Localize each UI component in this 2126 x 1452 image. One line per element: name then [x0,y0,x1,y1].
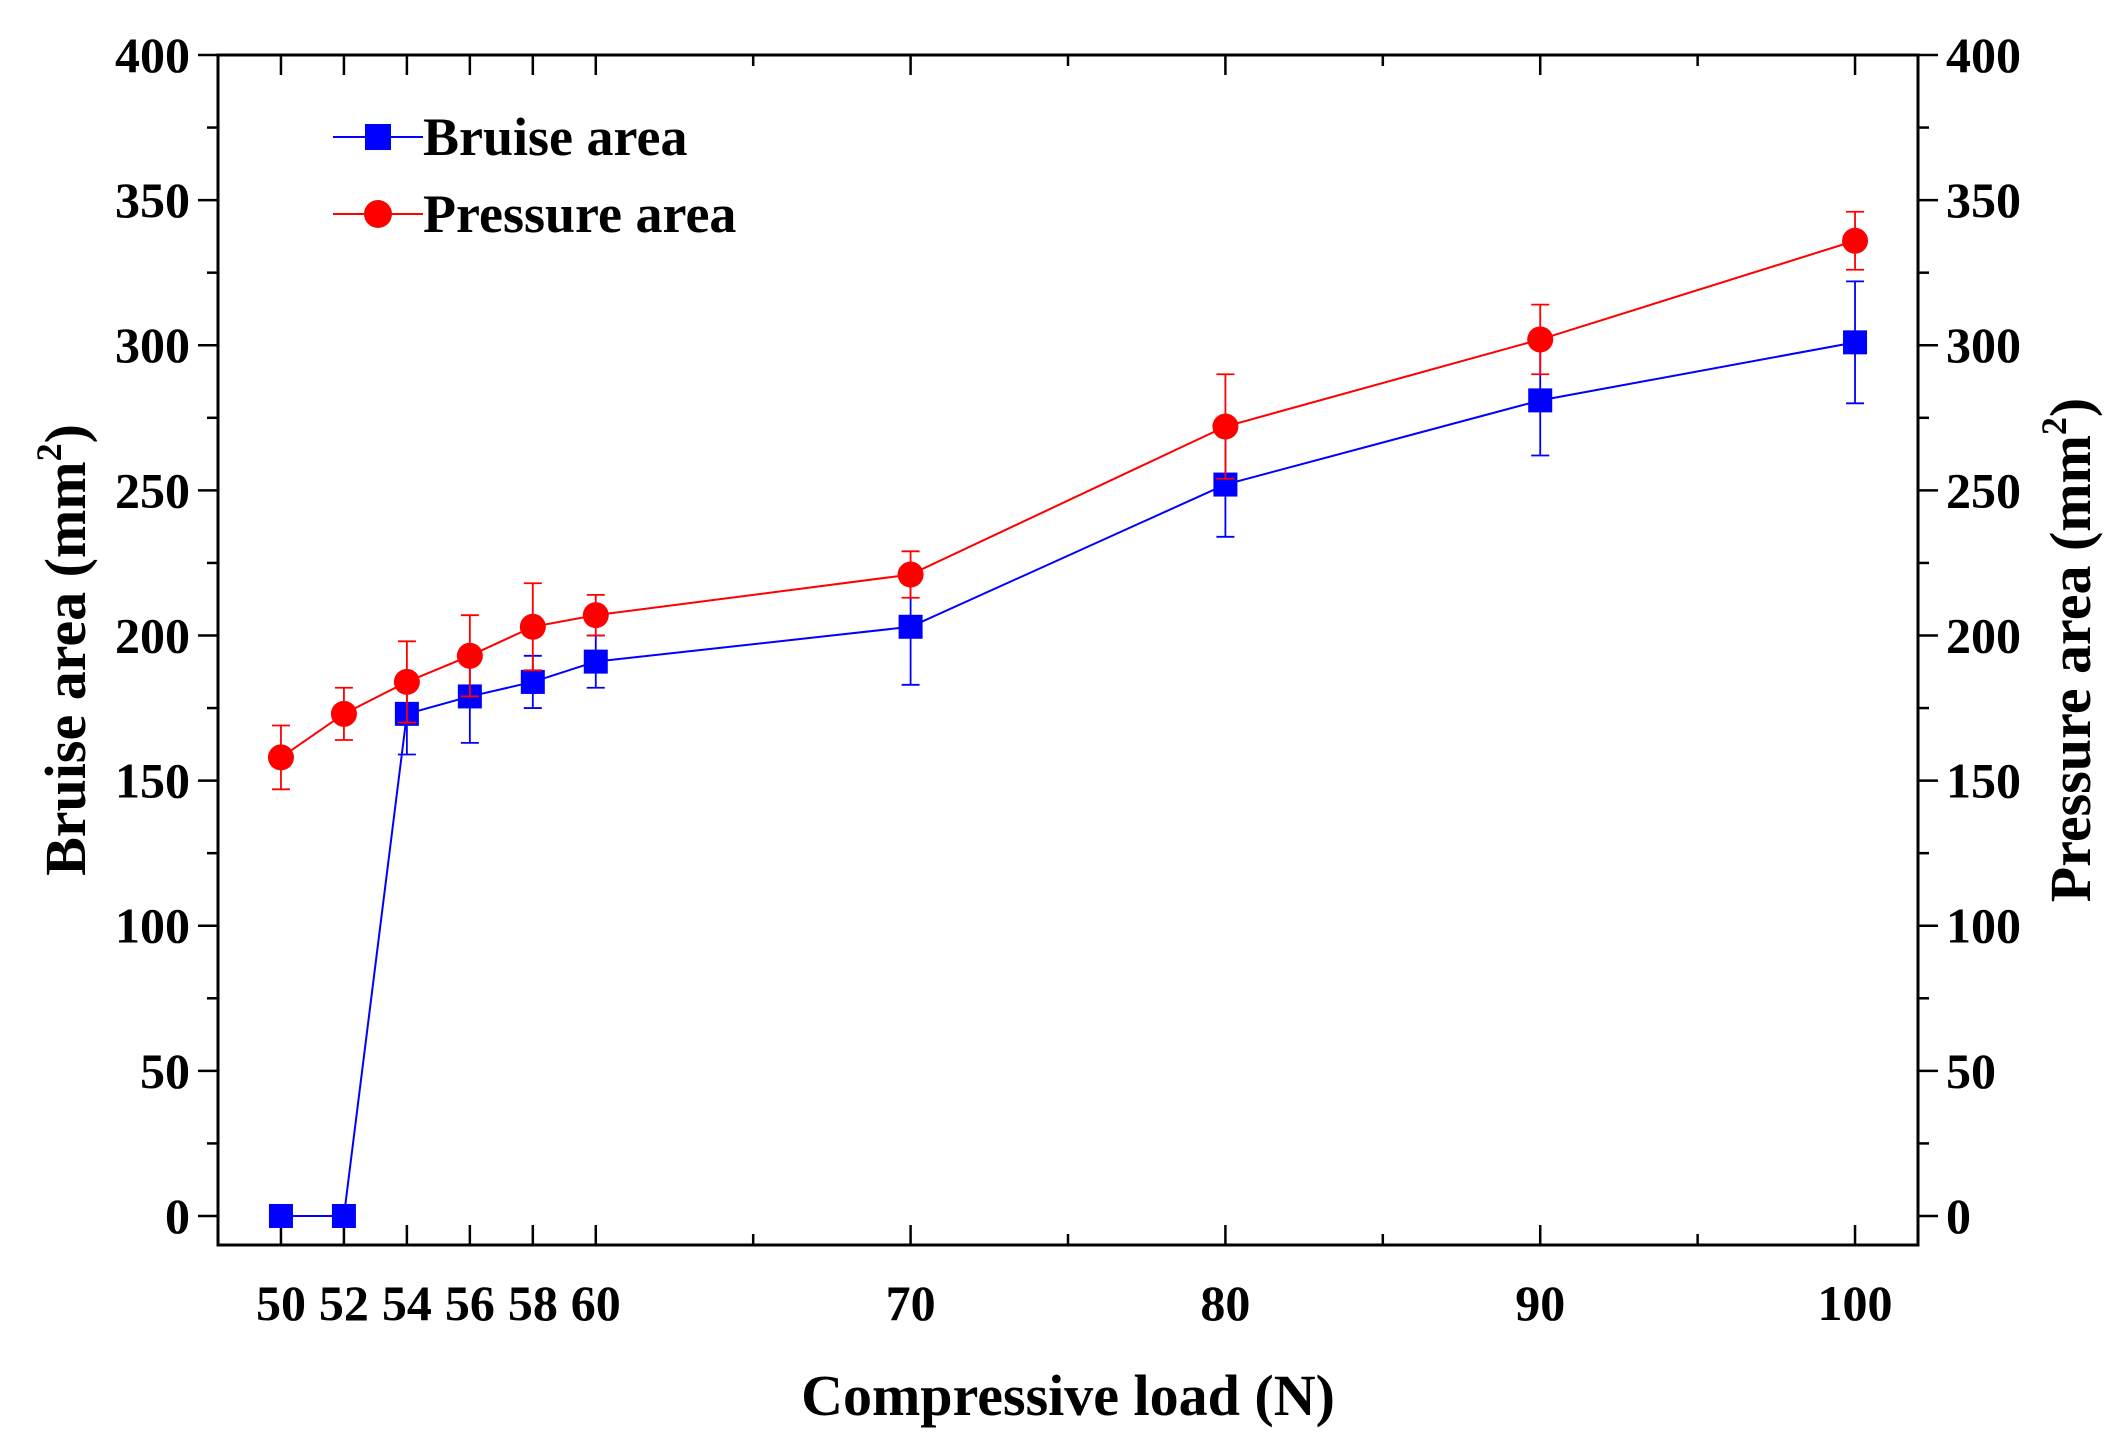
x-tick-label: 56 [445,1275,495,1331]
series-line-pressure-area [280,239,1856,759]
x-tick-label: 90 [1515,1275,1565,1331]
data-point [582,602,609,629]
data-point [1842,227,1869,254]
data-point [519,613,546,640]
data-point [1212,413,1239,440]
y-tick-label-left: 0 [165,1188,190,1244]
series-layer [267,210,1869,1228]
y-tick-label-left: 250 [115,462,190,518]
right-axis-title: Pressure area (mm2) [2034,398,2103,902]
data-point [330,700,357,727]
x-tick-label: 70 [886,1275,936,1331]
x-tick-label: 52 [319,1275,369,1331]
data-point [1527,326,1554,353]
data-point [268,1203,293,1228]
series-bruise-area [268,280,1868,1228]
data-point [456,642,483,669]
x-tick-label: 60 [571,1275,621,1331]
data-point [267,744,294,771]
series-pressure-area [267,210,1869,791]
y-tick-label-right: 50 [1946,1043,1996,1099]
legend-marker-bruise [365,124,391,150]
data-point [331,1203,356,1228]
data-point [1843,330,1868,355]
y-tick-label-right: 0 [1946,1188,1971,1244]
y-tick-label-left: 50 [140,1043,190,1099]
data-point [583,649,608,674]
data-point [897,561,924,588]
data-point [1528,388,1553,413]
x-tick-label: 80 [1200,1275,1250,1331]
y-tick-label-right: 100 [1946,898,2021,954]
x-axis-title: Compressive load (N) [801,1363,1335,1428]
y-tick-label-left: 350 [115,172,190,228]
legend-marker-pressure [364,200,392,228]
data-point [520,669,545,694]
y-tick-label-right: 350 [1946,172,2021,228]
x-tick-label: 50 [256,1275,306,1331]
data-point [393,668,420,695]
series-line-bruise-area [280,341,1856,1217]
left-axis-title: Bruise area (mm2) [29,424,98,876]
y-tick-label-left: 100 [115,898,190,954]
y-tick-label-left: 400 [115,27,190,83]
y-tick-label-right: 250 [1946,462,2021,518]
legend-label-pressure: Pressure area [423,184,736,244]
y-tick-label-right: 150 [1946,753,2021,809]
x-tick-label: 58 [508,1275,558,1331]
y-tick-label-right: 300 [1946,317,2021,373]
y-tick-label-right: 400 [1946,27,2021,83]
x-tick-label: 100 [1818,1275,1893,1331]
legend-label-bruise: Bruise area [423,107,687,167]
data-point [898,614,923,639]
y-tick-label-left: 200 [115,607,190,663]
y-tick-label-left: 150 [115,753,190,809]
y-tick-label-left: 300 [115,317,190,373]
y-tick-label-right: 200 [1946,607,2021,663]
legend: Bruise area Pressure area [333,107,736,244]
x-tick-label: 54 [382,1275,432,1331]
